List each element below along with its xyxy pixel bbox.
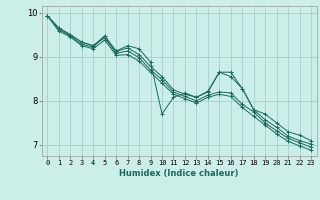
X-axis label: Humidex (Indice chaleur): Humidex (Indice chaleur): [119, 169, 239, 178]
